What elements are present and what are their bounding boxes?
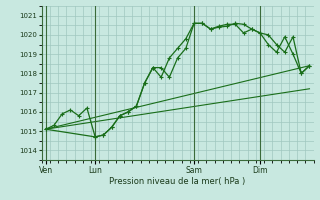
- X-axis label: Pression niveau de la mer( hPa ): Pression niveau de la mer( hPa ): [109, 177, 246, 186]
